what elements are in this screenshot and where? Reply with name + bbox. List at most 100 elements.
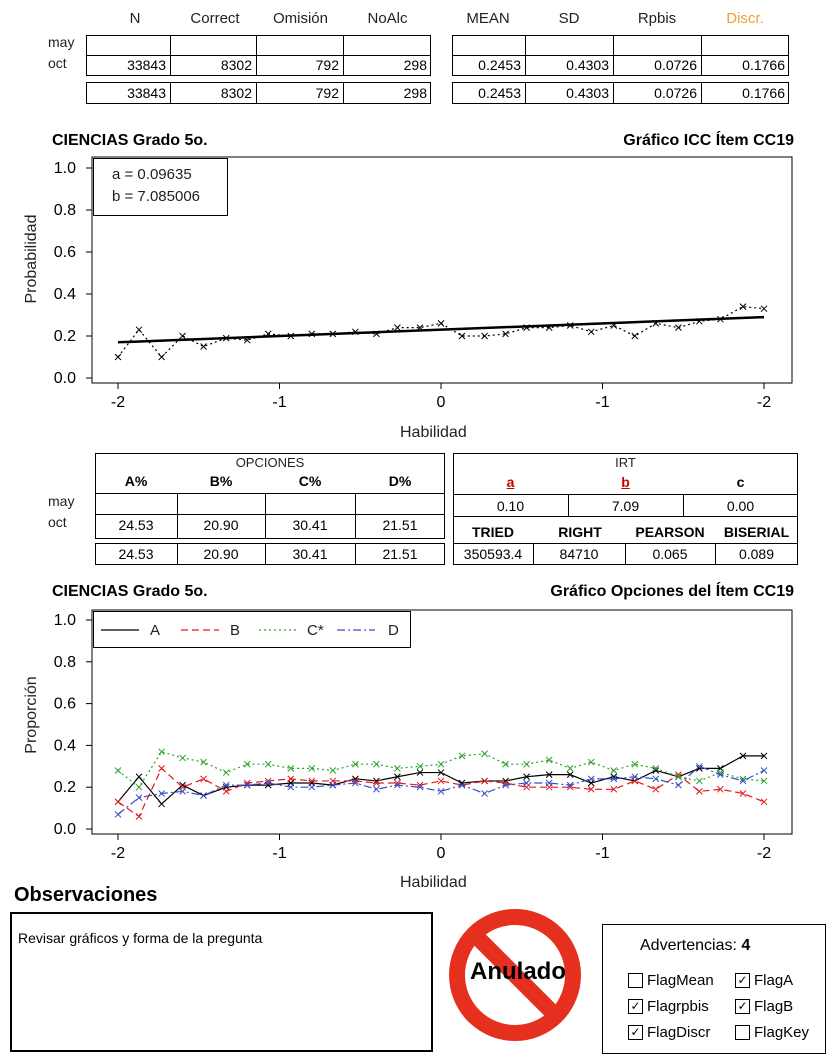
icc-subject-title: CIENCIAS Grado 5o. [52,132,208,149]
data-point [243,760,251,768]
divider [533,543,534,565]
data-point [114,767,122,774]
series-line-B [117,767,765,818]
divider [177,543,178,565]
data-point [631,332,639,340]
x-tick-label: -2 [757,394,771,411]
x-tick-label: 0 [437,845,446,862]
cell-sd-total: 0.4303 [566,85,609,101]
data-point [135,813,143,820]
flag-label: FlagKey [754,1024,810,1041]
divider [613,35,614,76]
y-tick-label: 0.2 [54,328,76,345]
data-point [523,760,530,768]
icc-series [114,303,768,361]
data-point [696,788,703,795]
divider [453,516,798,517]
data-point [587,758,595,766]
cell-noalc-total: 298 [403,85,427,101]
flag-flagkey[interactable]: FlagKey [735,1024,809,1041]
data-point [739,752,747,760]
options-cell-d: 21.51 [382,517,418,533]
checkbox-icon[interactable]: ✓ [735,999,750,1014]
data-point [502,781,509,789]
data-point [416,762,424,770]
divider [177,493,178,539]
flag-flagrpbis[interactable]: ✓ Flagrpbis [628,998,709,1015]
options-subject-title: CIENCIAS Grado 5o. [52,583,208,600]
data-point [545,771,553,779]
checkbox-icon[interactable] [735,1025,750,1040]
data-point [416,769,424,776]
cell-correct: 8302 [220,57,252,73]
data-point [675,324,682,331]
data-point [179,788,186,795]
irt-value-right: 84710 [559,546,599,562]
options-legend [93,611,411,648]
data-point [437,320,445,327]
data-point [158,765,165,772]
options-xlabel: Habilidad [400,874,467,891]
data-point [264,779,272,787]
cell-discr-total: 0.1766 [742,85,785,101]
data-point [158,800,165,808]
observations-text: Revisar gráficos y forma de la pregunta [18,930,263,946]
flag-flaga[interactable]: ✓ FlagA [735,972,793,989]
options-series [114,748,768,820]
header-discr: Discr. [726,10,764,27]
data-point [114,353,122,361]
row-label-may: may [48,34,75,50]
checkbox-icon[interactable]: ✓ [628,999,643,1014]
legend-label-d: D [388,622,399,639]
divider [568,494,569,516]
options-cell-c: 30.41 [292,517,328,533]
flag-flagmean[interactable]: FlagMean [628,972,714,989]
data-point [566,765,574,772]
data-point [179,754,186,762]
data-point [437,769,445,776]
icc-param-box [93,158,228,216]
divider [265,493,266,539]
y-tick-label: 1.0 [54,160,76,177]
icc-param-a: a = 0.09635 [112,166,192,183]
data-point [437,777,445,785]
header-sd: SD [558,10,580,27]
data-point [287,765,295,772]
options-cell-b-total: 20.90 [203,546,239,562]
y-tick-label: 0.8 [54,654,76,671]
irt-value-tried: 350593.4 [463,546,523,562]
data-point [610,775,618,783]
data-point [523,773,530,781]
data-point [200,343,207,350]
checkbox-icon[interactable]: ✓ [735,973,750,988]
warnings-label-row: Advertencias: 4 [640,937,750,955]
irt-header-pearson: PEARSON [635,524,705,540]
checkbox-icon[interactable]: ✓ [628,1025,643,1040]
data-point [739,303,747,310]
data-point [114,798,122,806]
data-point [179,332,186,340]
data-point [631,760,639,768]
flag-flagb[interactable]: ✓ FlagB [735,998,793,1015]
data-point [308,783,316,791]
divider [256,82,257,104]
divider [613,82,614,104]
data-point [739,790,747,797]
cell-rpbis-total: 0.0726 [654,85,697,101]
data-point [760,777,768,785]
checkbox-icon[interactable] [628,973,643,988]
cell-correct-total: 8302 [220,85,252,101]
data-point [135,326,143,334]
divider [525,35,526,76]
flag-flagdiscr[interactable]: ✓ FlagDiscr [628,1024,710,1041]
icc-chart-title: Gráfico ICC Ítem CC19 [623,132,794,149]
data-point [135,783,143,791]
options-header-c: C% [298,473,322,489]
data-point [739,777,747,785]
header-n: N [129,10,141,27]
data-point [545,779,553,787]
data-point [760,305,768,313]
data-point [675,773,682,781]
data-point [158,790,165,797]
